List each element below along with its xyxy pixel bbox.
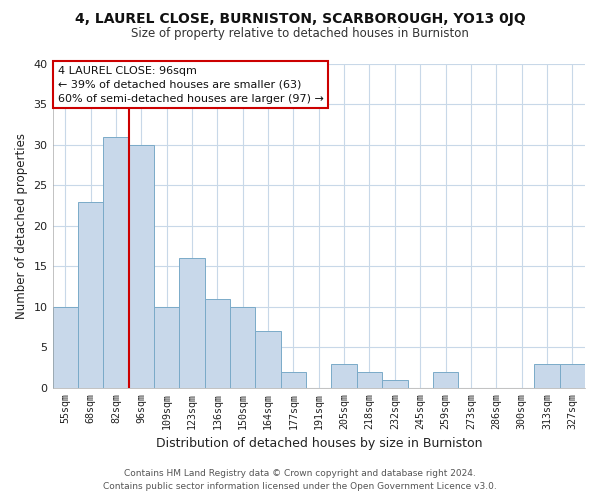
Y-axis label: Number of detached properties: Number of detached properties [15,133,28,319]
Bar [128,145,154,388]
Bar [560,364,585,388]
Text: 4 LAUREL CLOSE: 96sqm
← 39% of detached houses are smaller (63)
60% of semi-deta: 4 LAUREL CLOSE: 96sqm ← 39% of detached … [58,66,324,104]
Bar [53,307,78,388]
Bar [357,372,382,388]
Bar [103,137,128,388]
Bar [256,331,281,388]
Bar [230,307,256,388]
Bar [205,299,230,388]
Bar [433,372,458,388]
Text: Contains HM Land Registry data © Crown copyright and database right 2024.
Contai: Contains HM Land Registry data © Crown c… [103,470,497,491]
Bar [382,380,407,388]
Bar [78,202,103,388]
Bar [281,372,306,388]
X-axis label: Distribution of detached houses by size in Burniston: Distribution of detached houses by size … [155,437,482,450]
Bar [179,258,205,388]
Bar [154,307,179,388]
Bar [534,364,560,388]
Bar [331,364,357,388]
Text: Size of property relative to detached houses in Burniston: Size of property relative to detached ho… [131,28,469,40]
Text: 4, LAUREL CLOSE, BURNISTON, SCARBOROUGH, YO13 0JQ: 4, LAUREL CLOSE, BURNISTON, SCARBOROUGH,… [74,12,526,26]
